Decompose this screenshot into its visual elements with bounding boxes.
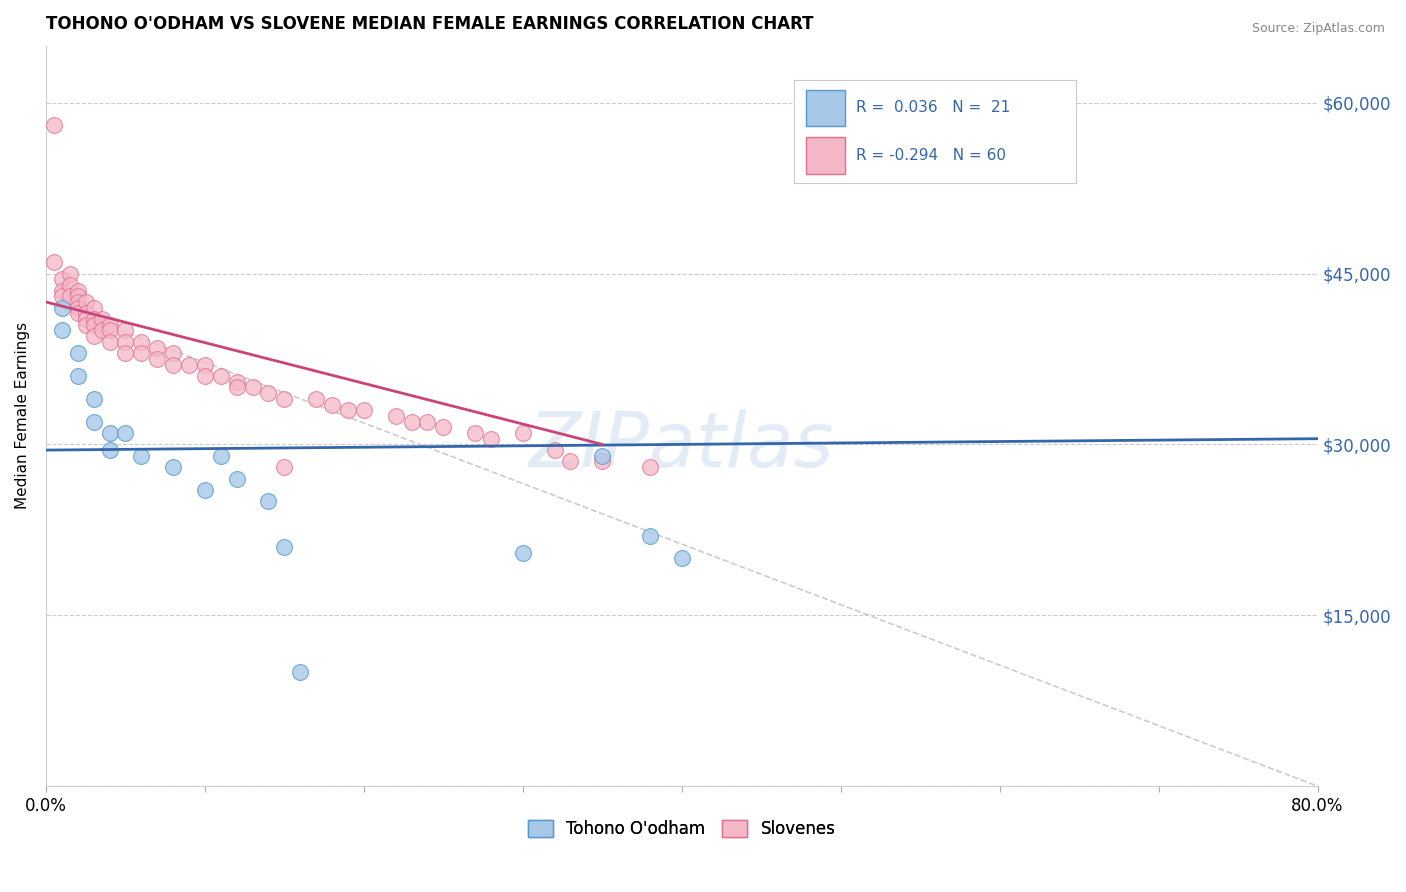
Point xyxy=(591,449,613,463)
Point xyxy=(177,358,200,372)
Point xyxy=(671,551,693,566)
Point xyxy=(131,334,153,349)
Y-axis label: Median Female Earnings: Median Female Earnings xyxy=(15,322,30,509)
Point xyxy=(146,351,169,366)
Point xyxy=(51,272,73,286)
Point xyxy=(66,295,89,310)
Point xyxy=(131,449,153,463)
Point xyxy=(75,295,97,310)
Point xyxy=(591,454,613,468)
Point xyxy=(225,375,247,389)
Point xyxy=(42,119,65,133)
Point xyxy=(75,306,97,320)
Text: Source: ZipAtlas.com: Source: ZipAtlas.com xyxy=(1251,22,1385,36)
Point xyxy=(194,369,217,384)
Point xyxy=(51,289,73,303)
Point xyxy=(162,358,184,372)
Point xyxy=(273,392,295,406)
Point xyxy=(59,267,82,281)
Text: ZIPatlas: ZIPatlas xyxy=(529,409,834,483)
Point xyxy=(98,443,121,458)
Point xyxy=(225,472,247,486)
Point xyxy=(51,284,73,298)
Point xyxy=(512,546,534,560)
Point xyxy=(42,255,65,269)
Point xyxy=(479,432,502,446)
Point xyxy=(98,318,121,332)
Point xyxy=(83,312,105,326)
Point xyxy=(131,346,153,360)
Point xyxy=(321,397,343,411)
Point xyxy=(51,323,73,337)
Point xyxy=(59,289,82,303)
Point xyxy=(290,665,312,680)
Point xyxy=(162,460,184,475)
Point xyxy=(432,420,454,434)
Point xyxy=(146,341,169,355)
Point xyxy=(66,301,89,315)
Point xyxy=(90,312,112,326)
Point xyxy=(638,460,661,475)
Point xyxy=(162,346,184,360)
Point xyxy=(59,277,82,292)
Point xyxy=(114,334,136,349)
Point xyxy=(512,425,534,440)
Point xyxy=(273,460,295,475)
Point xyxy=(257,494,280,508)
Point xyxy=(51,301,73,315)
Point xyxy=(66,346,89,360)
Point xyxy=(83,392,105,406)
FancyBboxPatch shape xyxy=(806,136,845,174)
Point xyxy=(242,380,264,394)
Legend: Tohono O'odham, Slovenes: Tohono O'odham, Slovenes xyxy=(522,813,842,845)
Point xyxy=(114,346,136,360)
Point xyxy=(638,528,661,542)
FancyBboxPatch shape xyxy=(806,89,845,127)
Point xyxy=(384,409,406,423)
Point xyxy=(75,312,97,326)
Point xyxy=(543,443,565,458)
Point xyxy=(83,329,105,343)
Point xyxy=(416,415,439,429)
Point xyxy=(336,403,359,417)
Point xyxy=(464,425,486,440)
Point xyxy=(257,386,280,401)
Point xyxy=(401,415,423,429)
Point xyxy=(75,318,97,332)
Point xyxy=(194,483,217,497)
Point xyxy=(225,380,247,394)
Point xyxy=(305,392,328,406)
Point xyxy=(66,284,89,298)
Point xyxy=(114,425,136,440)
Point xyxy=(66,369,89,384)
Point xyxy=(560,454,582,468)
Point xyxy=(83,301,105,315)
Point xyxy=(98,425,121,440)
Point xyxy=(90,323,112,337)
Point xyxy=(83,318,105,332)
Point xyxy=(66,289,89,303)
Point xyxy=(194,358,217,372)
Point xyxy=(209,449,232,463)
Text: TOHONO O'ODHAM VS SLOVENE MEDIAN FEMALE EARNINGS CORRELATION CHART: TOHONO O'ODHAM VS SLOVENE MEDIAN FEMALE … xyxy=(46,15,814,33)
Point xyxy=(98,323,121,337)
Text: R = -0.294   N = 60: R = -0.294 N = 60 xyxy=(856,148,1007,162)
Point xyxy=(273,540,295,554)
Point xyxy=(66,306,89,320)
Point xyxy=(353,403,375,417)
Point xyxy=(209,369,232,384)
Text: R =  0.036   N =  21: R = 0.036 N = 21 xyxy=(856,101,1011,115)
Point xyxy=(98,334,121,349)
Point xyxy=(114,323,136,337)
Point xyxy=(83,415,105,429)
